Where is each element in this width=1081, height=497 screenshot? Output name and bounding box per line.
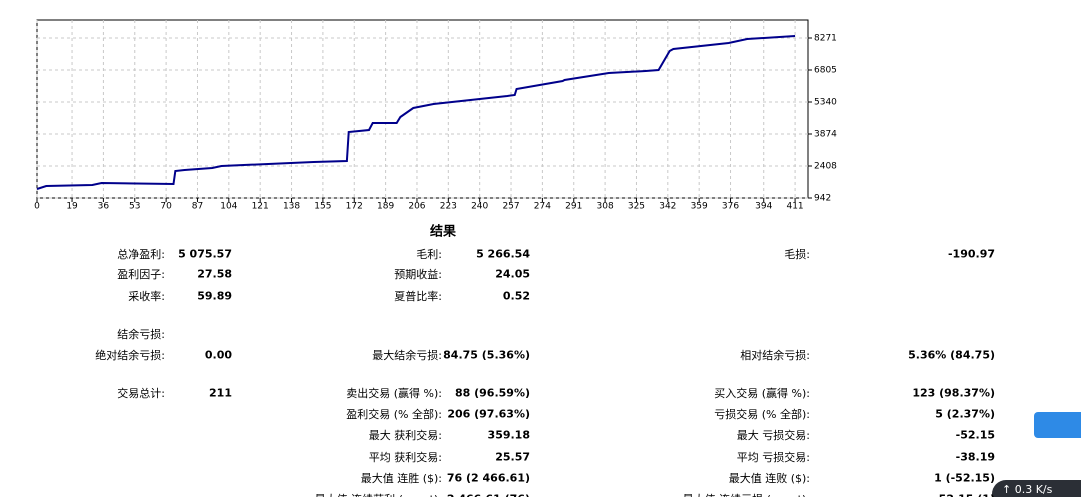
stat-label: 亏损交易 (% 全部): [714, 408, 810, 421]
speed-widget: ↑ 0.3 K/s [992, 480, 1081, 497]
x-tick-label: 155 [314, 202, 331, 212]
stat-value: 359.18 [487, 428, 530, 442]
stat-label: 交易总计: [117, 387, 165, 400]
stat-label: 买入交易 (赢得 %): [714, 387, 810, 400]
stat-label: 毛损: [784, 248, 810, 261]
stat-value: 1 (-52.15) [934, 471, 995, 485]
stat-label: 绝对结余亏损: [95, 349, 165, 362]
x-tick-label: 172 [346, 202, 363, 212]
y-tick-label: 942 [814, 194, 831, 204]
x-tick-label: 189 [377, 202, 394, 212]
balance-line [36, 35, 796, 190]
stat-value: 88 (96.59%) [454, 386, 530, 400]
stat-label: 平均 获利交易: [368, 451, 442, 464]
stat-value: 5.36% (84.75) [908, 348, 995, 362]
stat-label: 最大值 连胜 ($): [360, 472, 442, 485]
y-tick-label: 6805 [814, 66, 837, 76]
x-tick-label: 411 [786, 202, 803, 212]
stat-value: 24.05 [495, 267, 530, 281]
stat-label: 平均 亏损交易: [736, 451, 810, 464]
stat-label: 最大 亏损交易: [736, 429, 810, 442]
plot-area [36, 19, 809, 199]
x-tick-label: 0 [34, 202, 40, 212]
balance-chart: 结余 9422408387453406805827101936537087104… [34, 19, 837, 212]
stat-value: -190.97 [947, 247, 995, 261]
x-tick-label: 70 [160, 202, 172, 212]
x-tick-label: 342 [659, 202, 676, 212]
stat-value: -52.15 [955, 428, 995, 442]
stat-value: -38.19 [955, 450, 995, 464]
stat-label: 结余亏损: [117, 328, 165, 341]
x-tick-label: 53 [129, 202, 140, 212]
y-tick-label: 8271 [814, 34, 837, 44]
stat-value: 5 266.54 [476, 247, 530, 261]
x-tick-label: 138 [283, 202, 300, 212]
x-tick-label: 121 [252, 202, 269, 212]
stat-label: 最大值 连续亏损 (count): [683, 491, 810, 497]
x-tick-label: 308 [597, 202, 614, 212]
stat-value: 27.58 [197, 267, 232, 281]
stat-label: 最大结余亏损: [372, 349, 442, 362]
stat-value: 5 075.57 [178, 247, 232, 261]
stat-value: 0.00 [204, 348, 232, 362]
stat-value: 59.89 [197, 289, 232, 303]
x-tick-label: 291 [565, 202, 582, 212]
results-title: 结果 [429, 224, 457, 240]
stat-label: 采收率: [128, 290, 165, 303]
stat-label: 总净盈利: [117, 248, 165, 261]
x-tick-label: 394 [755, 202, 772, 212]
stat-label: 夏普比率: [394, 290, 442, 303]
stat-value: 211 [209, 386, 232, 400]
y-tick-label: 2408 [814, 161, 837, 171]
x-tick-label: 223 [440, 202, 457, 212]
y-tick-label: 5340 [814, 97, 837, 107]
speed-unit: K/s [1035, 483, 1053, 496]
x-tick-label: 36 [98, 202, 110, 212]
stat-value: 84.75 (5.36%) [443, 348, 530, 362]
y-tick-label: 3874 [814, 129, 837, 139]
stat-label: 最大 获利交易: [368, 429, 442, 442]
x-tick-label: 376 [722, 202, 739, 212]
x-tick-label: 257 [502, 202, 519, 212]
stat-value: 25.57 [495, 450, 530, 464]
stat-label: 最大值 连败 ($): [728, 472, 810, 485]
x-tick-label: 206 [408, 202, 425, 212]
x-tick-label: 104 [220, 202, 237, 212]
stat-label: 相对结余亏损: [740, 349, 810, 362]
speed: 0.3 [1014, 483, 1033, 496]
stat-value: 123 (98.37%) [912, 386, 995, 400]
stat-value: 2 466.61 (76) [447, 493, 530, 497]
side-button[interactable] [1034, 412, 1081, 438]
stat-label: 最大值 连续获利 (count): [315, 491, 442, 497]
x-tick-label: 87 [192, 202, 203, 212]
stat-value: 76 (2 466.61) [446, 471, 530, 485]
x-tick-label: 19 [66, 202, 78, 212]
x-tick-label: 274 [534, 202, 551, 212]
stat-label: 毛利: [416, 248, 442, 261]
stat-value: 0.52 [502, 289, 530, 303]
stat-label: 盈利交易 (% 全部): [346, 408, 442, 421]
x-tick-label: 325 [628, 202, 645, 212]
x-tick-label: 240 [471, 202, 488, 212]
stat-label: 预期收益: [394, 268, 442, 281]
stat-value: 206 (97.63%) [447, 407, 530, 421]
stat-label: 盈利因子: [117, 268, 165, 281]
stat-value: -52.15 (1) [934, 493, 995, 497]
stat-value: 5 (2.37%) [935, 407, 995, 421]
stat-label: 卖出交易 (赢得 %): [346, 387, 442, 400]
x-tick-label: 359 [691, 202, 708, 212]
